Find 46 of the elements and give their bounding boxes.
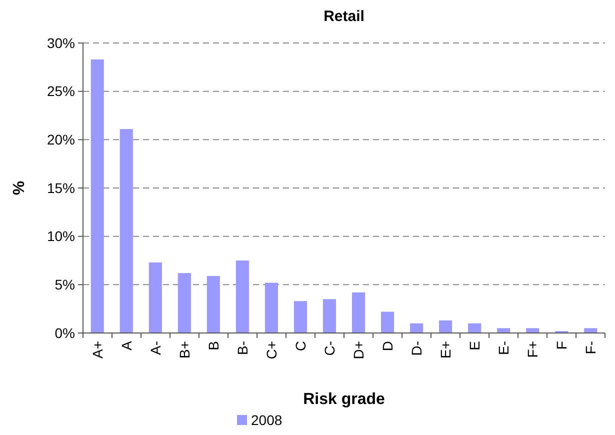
y-tick-label: 10% bbox=[46, 228, 75, 244]
y-tick-label: 5% bbox=[54, 276, 75, 293]
x-tick-label: F- bbox=[582, 340, 598, 354]
x-tick-label: E- bbox=[495, 340, 512, 355]
bar bbox=[352, 292, 366, 333]
x-tick-label: B- bbox=[234, 340, 250, 355]
bar bbox=[206, 276, 220, 333]
bar bbox=[148, 262, 162, 333]
bar bbox=[584, 328, 598, 333]
x-tick-label: F bbox=[553, 341, 570, 350]
bar bbox=[468, 323, 482, 333]
x-tick-label: E bbox=[466, 341, 482, 350]
x-tick-label: E+ bbox=[437, 341, 454, 359]
bar bbox=[497, 328, 510, 333]
legend-label: 2008 bbox=[251, 412, 282, 428]
x-tick-label: D bbox=[379, 341, 396, 352]
bar bbox=[178, 273, 191, 333]
x-tick-label: C+ bbox=[263, 341, 280, 360]
bar bbox=[294, 301, 308, 333]
x-tick-label: F+ bbox=[524, 341, 540, 358]
x-tick-label: C bbox=[292, 341, 308, 352]
x-tick-label: D+ bbox=[350, 341, 366, 360]
x-tick-label: D- bbox=[408, 340, 424, 356]
bar bbox=[236, 260, 249, 333]
y-tick-label: 15% bbox=[46, 180, 75, 196]
y-tick-label: 20% bbox=[46, 132, 75, 148]
bar bbox=[439, 320, 452, 333]
x-tick-label: B bbox=[205, 341, 222, 350]
x-axis-title: Risk grade bbox=[303, 391, 386, 408]
y-axis-title: % bbox=[11, 180, 28, 196]
x-tick-label: A bbox=[118, 340, 134, 350]
x-tick-label: A- bbox=[147, 340, 164, 355]
y-tick-label: 0% bbox=[54, 324, 75, 341]
chart-title: Retail bbox=[324, 8, 364, 25]
bar bbox=[410, 323, 424, 333]
bar bbox=[264, 282, 278, 333]
x-tick-label: B+ bbox=[176, 341, 192, 359]
x-tick-label: C- bbox=[321, 340, 338, 356]
y-tick-label: 25% bbox=[46, 83, 75, 100]
bar bbox=[526, 328, 540, 333]
x-tick-label: A+ bbox=[89, 341, 106, 359]
y-tick-label: 30% bbox=[46, 34, 75, 51]
bar bbox=[90, 59, 104, 333]
bar bbox=[380, 312, 394, 333]
bar bbox=[322, 299, 336, 333]
bar bbox=[120, 129, 133, 333]
